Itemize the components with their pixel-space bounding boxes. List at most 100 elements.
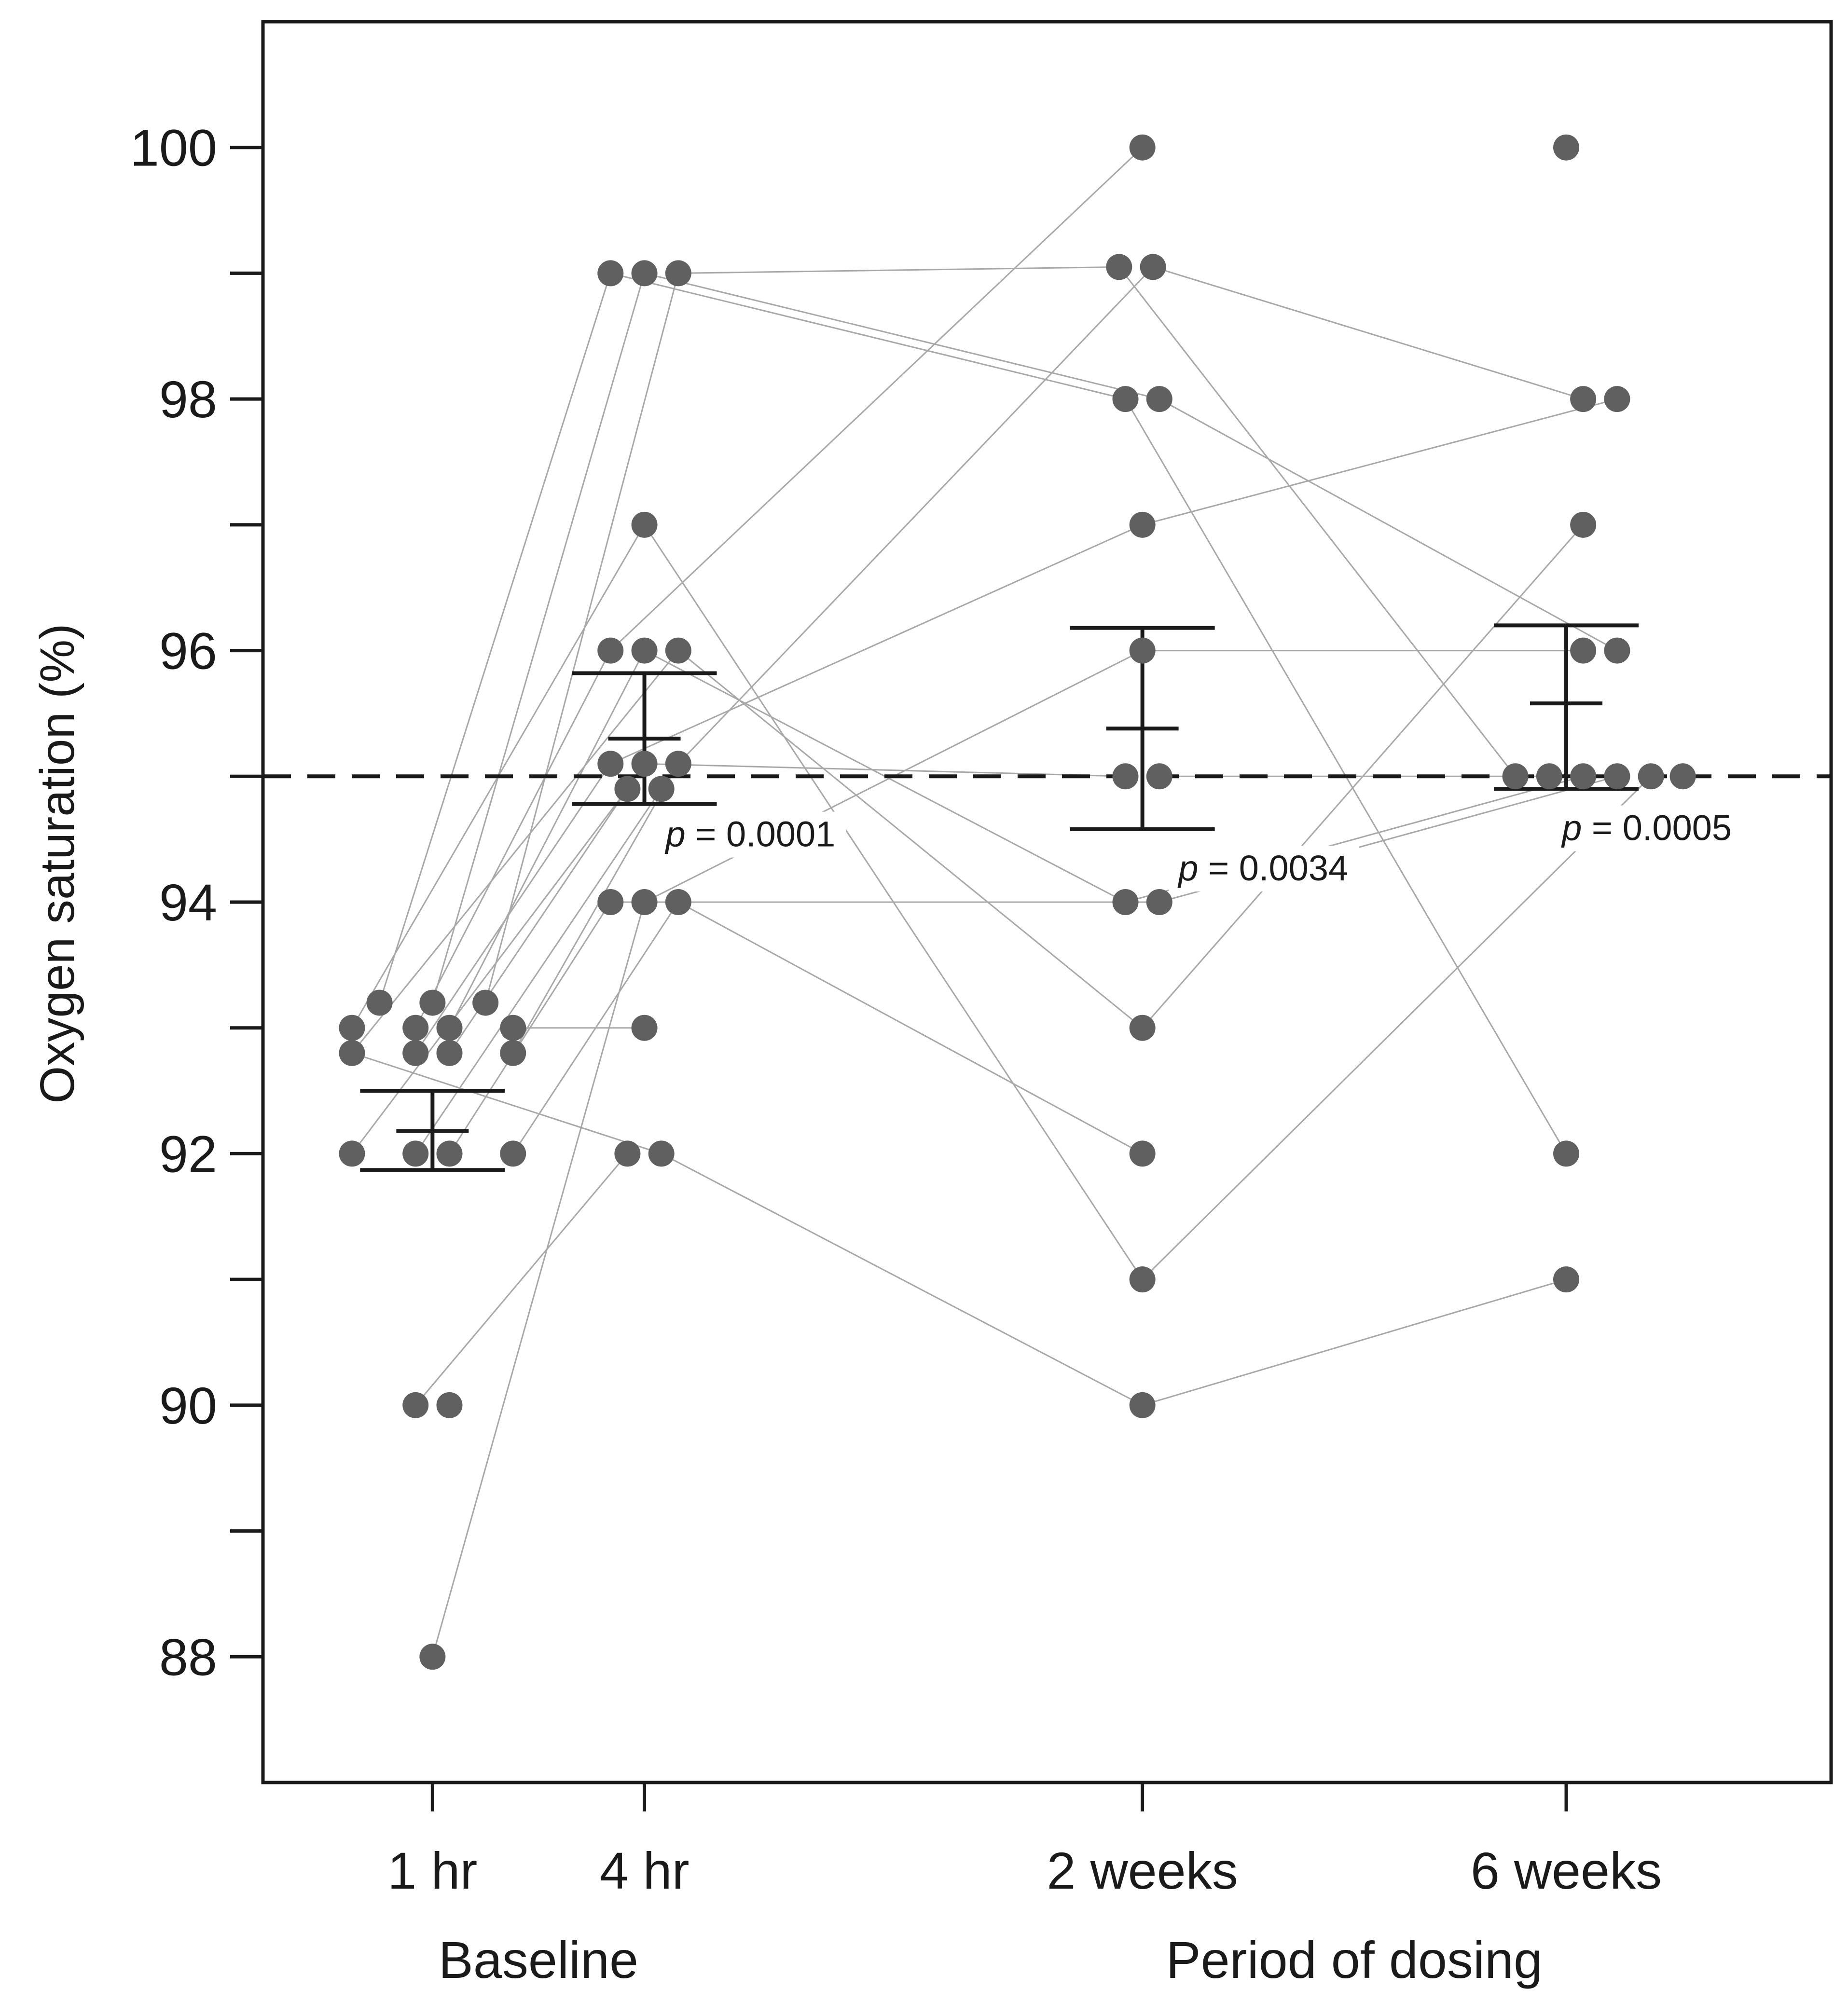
data-point (631, 260, 658, 287)
connection-line (644, 763, 1126, 777)
connection-line (1142, 524, 1584, 1028)
connection-line (512, 902, 679, 1154)
data-point (500, 1040, 526, 1066)
data-point (1146, 763, 1172, 790)
connection-line (677, 266, 1154, 765)
data-point (1129, 637, 1156, 664)
connection-line (610, 272, 1126, 400)
connection-line (1118, 266, 1516, 777)
connection-line (449, 650, 645, 1028)
connection-line (449, 902, 611, 1154)
data-point (1112, 889, 1139, 915)
data-point (1553, 1266, 1580, 1293)
data-point (1106, 254, 1132, 280)
y-tick-label: 100 (130, 119, 217, 177)
data-point (1129, 134, 1156, 161)
data-point (366, 989, 393, 1016)
data-point (631, 511, 658, 538)
connection-line (431, 902, 645, 1657)
connection-line (678, 266, 1119, 274)
data-point (597, 889, 624, 915)
connection-line (415, 1153, 628, 1406)
connection-line (512, 763, 679, 1054)
p-value-label: p = 0.0005 (1561, 808, 1732, 848)
data-point (665, 751, 691, 777)
x-tick-label: 6 weeks (1471, 1841, 1662, 1900)
data-point (1638, 763, 1664, 790)
data-point (597, 260, 624, 287)
connection-line (351, 1052, 662, 1154)
p-value-text: = 0.0001 (686, 814, 836, 854)
y-tick-label: 98 (159, 370, 217, 428)
data-point (614, 776, 641, 802)
y-tick-label: 94 (159, 873, 217, 932)
connection-line (1153, 266, 1584, 400)
connection-line (1142, 1278, 1567, 1406)
p-value-background (1169, 846, 1359, 891)
data-point (1570, 386, 1597, 412)
data-point (1669, 763, 1696, 790)
p-value-text: = 0.0034 (1198, 848, 1348, 888)
data-point (339, 1015, 365, 1041)
data-point (648, 1140, 675, 1167)
data-point (1140, 254, 1166, 280)
data-point (631, 1015, 658, 1041)
data-point (419, 989, 446, 1016)
p-symbol: p (1177, 848, 1198, 888)
data-point (500, 1140, 526, 1167)
p-symbol: p (664, 814, 685, 854)
connection-line (1159, 398, 1618, 651)
connection-line (678, 901, 1143, 1154)
y-axis-label: Oxygen saturation (%) (30, 624, 84, 1104)
data-point (436, 1040, 463, 1066)
data-point (1553, 1140, 1580, 1167)
data-point (436, 1392, 463, 1418)
data-point (597, 637, 624, 664)
connection-line (1142, 776, 1652, 1280)
connection-line (414, 763, 611, 1054)
data-point (1570, 637, 1597, 664)
data-point (1129, 1140, 1156, 1167)
x-tick-label: 1 hr (387, 1841, 477, 1900)
connection-line (644, 272, 1160, 400)
data-point (1129, 1015, 1156, 1041)
connection-line (379, 273, 611, 1003)
data-point (1146, 889, 1172, 915)
summary-error-bars (360, 623, 1639, 1172)
data-point (472, 989, 499, 1016)
subject-connection-lines (351, 147, 1652, 1657)
data-points (339, 134, 1696, 1670)
data-point (665, 637, 691, 664)
x-group-label: Period of dosing (1166, 1931, 1543, 1989)
connection-line (610, 524, 1143, 765)
data-point (1146, 386, 1172, 412)
connection-line (484, 273, 679, 1003)
data-point (402, 1040, 429, 1066)
data-point (648, 776, 675, 802)
connection-line (610, 147, 1143, 651)
connection-line (677, 650, 1143, 1028)
data-point (436, 1015, 463, 1041)
p-value-background (1552, 805, 1743, 851)
data-point (1502, 763, 1529, 790)
p-symbol: p (1561, 808, 1582, 848)
data-point (1129, 1392, 1156, 1418)
x-group-label: Baseline (439, 1931, 638, 1989)
x-tick-label: 2 weeks (1047, 1841, 1238, 1900)
data-point (402, 1392, 429, 1418)
data-point (665, 260, 691, 287)
data-point (1604, 386, 1630, 412)
p-value-text: = 0.0005 (1582, 808, 1732, 848)
connection-line (431, 273, 645, 1003)
y-tick-label: 90 (159, 1376, 217, 1435)
connection-line (414, 650, 611, 1028)
data-point (1604, 763, 1630, 790)
x-tick-label: 4 hr (599, 1841, 689, 1900)
connection-line (351, 650, 679, 1054)
data-point (402, 1015, 429, 1041)
p-value-label: p = 0.0034 (1177, 848, 1348, 888)
y-axis: 88 90 92 94 96 98 100 (130, 119, 263, 1686)
data-point (631, 889, 658, 915)
